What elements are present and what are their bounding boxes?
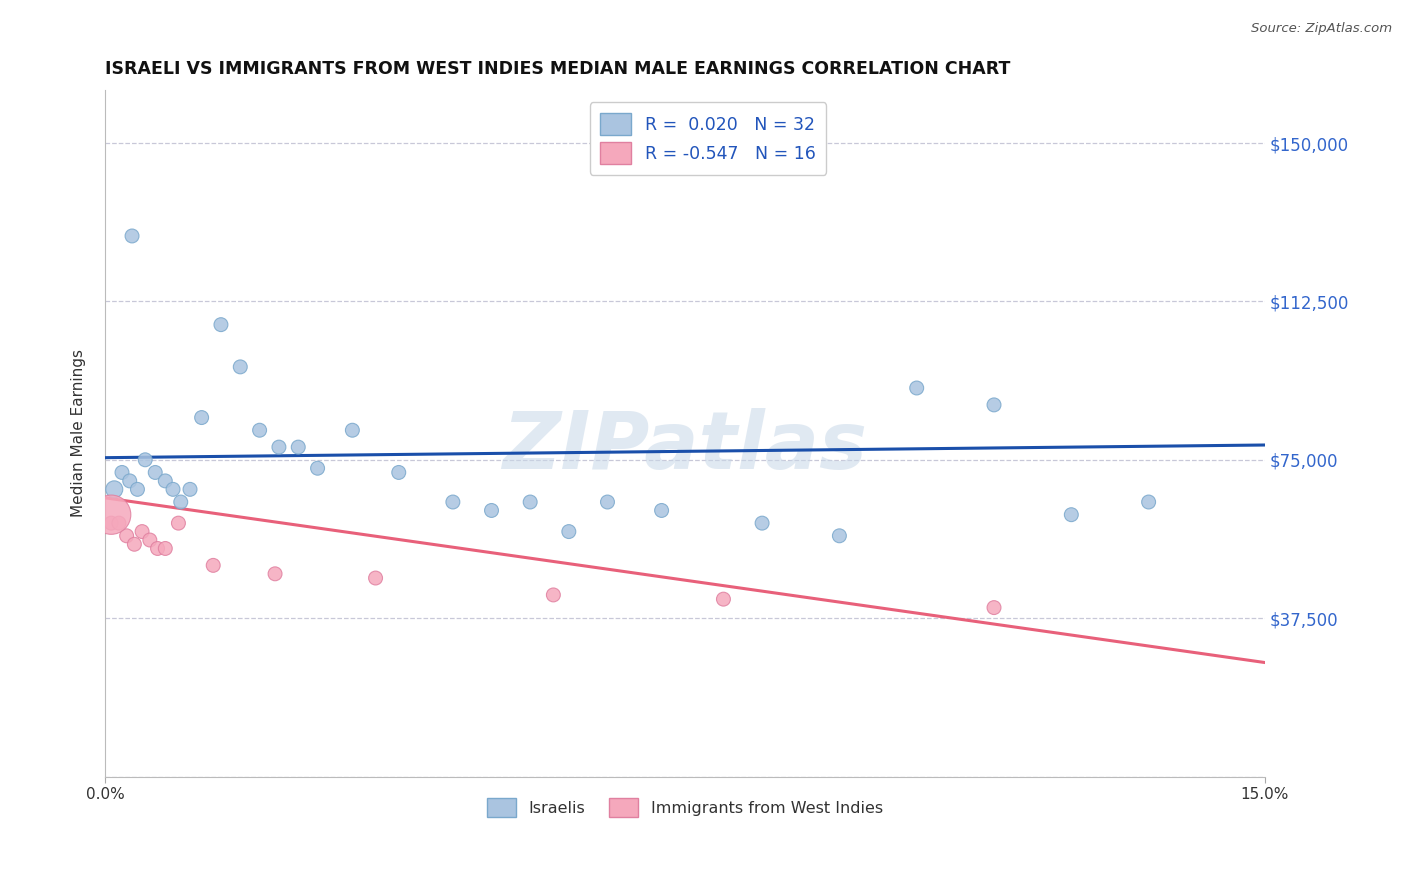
Point [1060,508,1083,522]
Point [364,571,387,585]
Point [287,440,309,454]
Point [131,524,153,539]
Point [264,566,287,581]
Point [441,495,464,509]
Point [100,508,122,522]
Point [828,529,851,543]
Point [249,423,271,437]
Point [229,359,252,374]
Point [111,466,134,480]
Point [134,452,156,467]
Point [162,483,184,497]
Point [307,461,329,475]
Point [170,495,193,509]
Point [751,516,773,530]
Point [155,474,177,488]
Point [267,440,290,454]
Point [124,537,146,551]
Point [108,516,131,530]
Text: Source: ZipAtlas.com: Source: ZipAtlas.com [1251,22,1392,36]
Point [100,516,122,530]
Text: ISRAELI VS IMMIGRANTS FROM WEST INDIES MEDIAN MALE EARNINGS CORRELATION CHART: ISRAELI VS IMMIGRANTS FROM WEST INDIES M… [105,60,1011,78]
Point [118,474,141,488]
Point [103,483,125,497]
Point [596,495,619,509]
Point [558,524,581,539]
Point [190,410,212,425]
Point [209,318,232,332]
Point [179,483,201,497]
Point [202,558,225,573]
Point [388,466,411,480]
Point [121,229,143,244]
Text: ZIPatlas: ZIPatlas [502,409,868,486]
Y-axis label: Median Male Earnings: Median Male Earnings [72,350,86,517]
Point [543,588,565,602]
Point [127,483,149,497]
Point [983,398,1005,412]
Point [146,541,169,556]
Point [167,516,190,530]
Point [519,495,541,509]
Point [1137,495,1160,509]
Point [651,503,673,517]
Point [983,600,1005,615]
Point [139,533,162,547]
Point [143,466,166,480]
Point [905,381,928,395]
Point [155,541,177,556]
Point [115,529,138,543]
Point [713,592,735,607]
Point [342,423,364,437]
Point [481,503,503,517]
Legend: Israelis, Immigrants from West Indies: Israelis, Immigrants from West Indies [481,791,889,823]
